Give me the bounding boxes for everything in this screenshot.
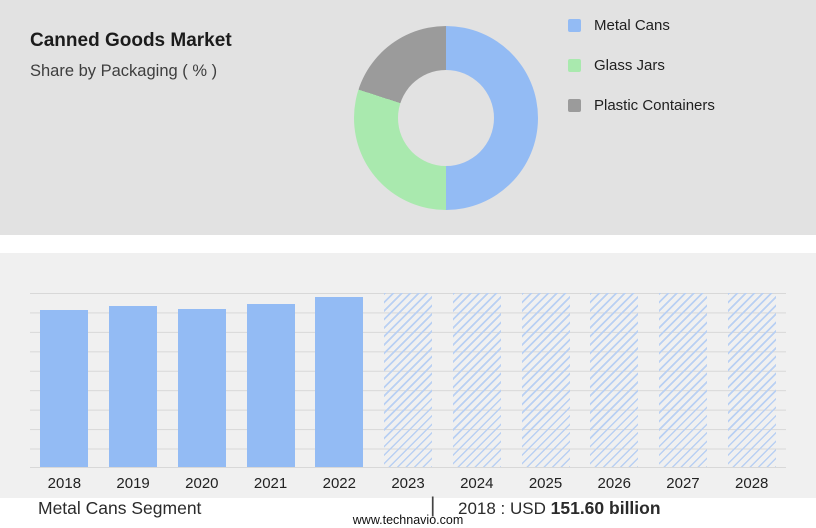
website-text: www.technavio.com (352, 513, 464, 527)
bar-slot (167, 293, 236, 467)
legend-label: Plastic Containers (594, 97, 715, 114)
legend-swatch-blue (568, 19, 581, 32)
legend-label: Metal Cans (594, 17, 670, 34)
x-tick-label-2022: 2022 (322, 475, 356, 492)
bar-slot (99, 293, 168, 467)
x-tick-label-2019: 2019 (116, 475, 150, 492)
bar-slot (236, 293, 305, 467)
x-tick-label-2024: 2024 (460, 475, 494, 492)
bar-historical-2018 (40, 309, 89, 467)
bar-historical-2022 (315, 297, 364, 467)
x-tick-label-2021: 2021 (253, 475, 288, 492)
x-tick-label-2020: 2020 (185, 475, 219, 492)
x-axis-labels: 2018 2019 2020 2021 2022 2023 2024 2025 2026 2027… (30, 475, 786, 492)
legend-item-plastic-containers: Plastic Containers (568, 97, 715, 114)
legend-swatch-gray (568, 99, 581, 112)
legend-label: Glass Jars (594, 57, 665, 74)
value-amount: 151.60 billion (550, 498, 661, 518)
bar-slot (649, 293, 718, 467)
bar-forecast-2026 (590, 293, 639, 467)
bar-slot (717, 293, 786, 467)
x-tick-label-2025: 2025 (528, 475, 563, 492)
x-tick-label-2028: 2028 (735, 475, 769, 492)
donut-hole (398, 70, 494, 166)
bar-forecast-2027 (658, 293, 707, 467)
bar-historical-2019 (109, 305, 158, 467)
bar-historical-2021 (246, 303, 295, 467)
caption-row: Metal Cans Segment | 2018 : USD 151.60 b… (0, 494, 816, 520)
bar-forecast-2025 (521, 293, 570, 467)
bar-forecast-2024 (452, 293, 501, 467)
page-subtitle: Share by Packaging ( % ) (30, 62, 218, 80)
x-tick-label-2023: 2023 (391, 475, 425, 492)
bar-slot (442, 293, 511, 467)
page-title: Canned Goods Market (30, 30, 232, 51)
bar-historical-2020 (177, 308, 226, 467)
legend-item-glass-jars: Glass Jars (568, 57, 715, 74)
donut-panel: Canned Goods Market Share by Packaging (… (0, 0, 816, 235)
x-tick-label-2026: 2026 (597, 475, 631, 492)
donut-legend: Metal Cans Glass Jars Plastic Containers (568, 17, 715, 137)
bar-slot (580, 293, 649, 467)
value-prefix: 2018 : USD (458, 499, 546, 518)
x-tick-label-2018: 2018 (47, 475, 82, 492)
caption-divider: | (430, 494, 436, 517)
bar-slot (511, 293, 580, 467)
bar-forecast-2028 (727, 293, 776, 467)
donut-chart (354, 26, 538, 210)
segment-label: Metal Cans Segment (38, 498, 202, 518)
bar-forecast-2023 (384, 293, 433, 467)
segment-value: 2018 : USD 151.60 billion (458, 498, 661, 519)
legend-swatch-green (568, 59, 581, 72)
chart-header: Canned Goods Market Share by Packaging (… (30, 30, 232, 81)
x-tick-label-2027: 2027 (666, 475, 700, 492)
bar-slot (374, 293, 443, 467)
legend-item-metal-cans: Metal Cans (568, 17, 715, 34)
bar-slot (30, 293, 99, 467)
bar-slot (305, 293, 374, 467)
bars (30, 293, 786, 467)
bar-chart-plot-area (30, 293, 786, 468)
bar-chart-panel: 2018 2019 2020 2021 2022 2023 2024 2025 2026 2027… (0, 253, 816, 498)
